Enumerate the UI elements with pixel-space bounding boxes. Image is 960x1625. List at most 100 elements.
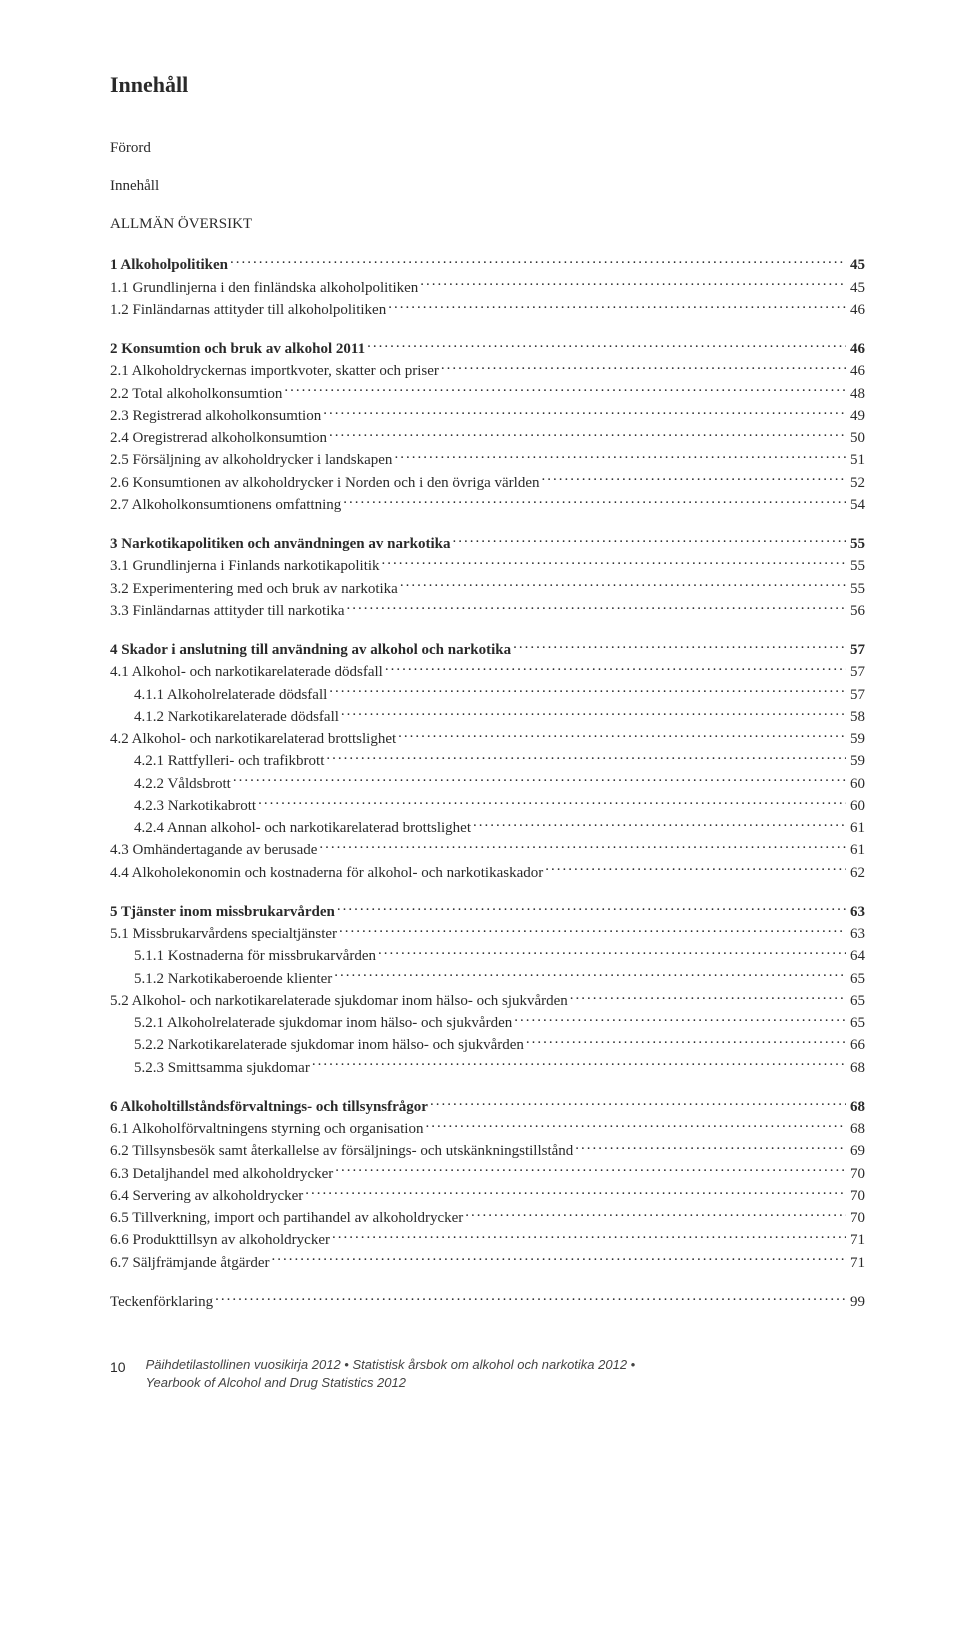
toc-row: 4.2.2 Våldsbrott60: [110, 773, 865, 794]
toc-row: 4.2.4 Annan alkohol- och narkotikarelate…: [110, 817, 865, 838]
toc-row: 4.1.1 Alkoholrelaterade dödsfall 57: [110, 684, 865, 705]
toc-page: 65: [846, 991, 865, 1011]
toc-label: 4.4 Alkoholekonomin och kostnaderna för …: [110, 863, 545, 883]
toc-page: 60: [846, 774, 865, 794]
footer-text: Päihdetilastollinen vuosikirja 2012 • St…: [146, 1356, 636, 1391]
toc-label: 2 Konsumtion och bruk av alkohol 2011: [110, 339, 367, 359]
toc-page: 55: [846, 534, 865, 554]
toc-label: 2.3 Registrerad alkoholkonsumtion: [110, 406, 323, 426]
toc-leader-dots: [312, 1057, 846, 1072]
toc-row: 3 Narkotikapolitiken och användningen av…: [110, 533, 865, 554]
footer-line-1: Päihdetilastollinen vuosikirja 2012 • St…: [146, 1357, 636, 1372]
toc-row: 2 Konsumtion och bruk av alkohol 2011 46: [110, 338, 865, 359]
front-forord: Förord: [110, 138, 865, 158]
toc-label: 4.2.4 Annan alkohol- och narkotikarelate…: [110, 818, 473, 838]
toc-label: 4.1.1 Alkoholrelaterade dödsfall: [110, 685, 329, 705]
toc-page: 65: [846, 969, 865, 989]
toc-leader-dots: [513, 639, 846, 654]
toc-page: 62: [846, 863, 865, 883]
toc-row: 2.7 Alkoholkonsumtionens omfattning54: [110, 494, 865, 515]
toc-page: 48: [846, 384, 865, 404]
toc-label: 5.2.3 Smittsamma sjukdomar: [110, 1058, 312, 1078]
toc-leader-dots: [258, 795, 846, 810]
toc-page: 68: [846, 1119, 865, 1139]
toc-page: 46: [846, 300, 865, 320]
page-number: 10: [110, 1356, 126, 1377]
toc-leader-dots: [341, 706, 846, 721]
toc-label: 3.1 Grundlinjerna i Finlands narkotikapo…: [110, 556, 382, 576]
toc-leader-dots: [570, 990, 846, 1005]
toc-row: 2.6 Konsumtionen av alkoholdrycker i Nor…: [110, 472, 865, 493]
toc-label: 1 Alkoholpolitiken: [110, 255, 230, 275]
toc-leader-dots: [323, 405, 846, 420]
toc-page: 46: [846, 361, 865, 381]
toc-row: 6.7 Säljfrämjande åtgärder71: [110, 1252, 865, 1273]
toc-row: 6.6 Produkttillsyn av alkoholdrycker71: [110, 1229, 865, 1250]
toc-page: 71: [846, 1230, 865, 1250]
toc-page: 51: [846, 450, 865, 470]
toc-leader-dots: [326, 750, 846, 765]
toc-label: 5.2.2 Narkotikarelaterade sjukdomar inom…: [110, 1035, 526, 1055]
toc-leader-dots: [319, 839, 846, 854]
toc-label: 2.2 Total alkoholkonsumtion: [110, 384, 284, 404]
footer-line-2: Yearbook of Alcohol and Drug Statistics …: [146, 1375, 406, 1390]
toc-leader-dots: [233, 773, 846, 788]
toc-row: 6.1 Alkoholförvaltningens styrning och o…: [110, 1118, 865, 1139]
toc-page: 71: [846, 1253, 865, 1273]
toc-label: 4.3 Omhändertagande av berusade: [110, 840, 319, 860]
toc-page: 57: [846, 662, 865, 682]
toc-label: 6.2 Tillsynsbesök samt återkallelse av f…: [110, 1141, 575, 1161]
toc-row: 6.2 Tillsynsbesök samt återkallelse av f…: [110, 1140, 865, 1161]
toc-page: 50: [846, 428, 865, 448]
toc-page: 99: [846, 1292, 865, 1312]
toc-page: 70: [846, 1208, 865, 1228]
toc-row: 2.4 Oregistrerad alkoholkonsumtion50: [110, 427, 865, 448]
toc-label: 1.1 Grundlinjerna i den finländska alkoh…: [110, 278, 420, 298]
toc-row: 4.1.2 Narkotikarelaterade dödsfall58: [110, 706, 865, 727]
toc-page: 59: [846, 729, 865, 749]
toc-page: 66: [846, 1035, 865, 1055]
toc-row: 5 Tjänster inom missbrukarvården63: [110, 901, 865, 922]
toc-row: 3.3 Finländarnas attityder till narkotik…: [110, 600, 865, 621]
toc-leader-dots: [441, 360, 846, 375]
toc-row: 2.1 Alkoholdryckernas importkvoter, skat…: [110, 360, 865, 381]
toc-label: 4 Skador i anslutning till användning av…: [110, 640, 513, 660]
toc-row: 5.1.2 Narkotikaberoende klienter 65: [110, 968, 865, 989]
toc-page: 57: [846, 685, 865, 705]
toc-leader-dots: [284, 383, 846, 398]
front-innehall: Innehåll: [110, 176, 865, 196]
toc-leader-dots: [465, 1207, 846, 1222]
toc-label: 5.2 Alkohol- och narkotikarelaterade sju…: [110, 991, 570, 1011]
toc-page: 45: [846, 255, 865, 275]
toc-label: 2.6 Konsumtionen av alkoholdrycker i Nor…: [110, 473, 541, 493]
toc-row: 5.1 Missbrukarvårdens specialtjänster63: [110, 923, 865, 944]
toc-leader-dots: [329, 427, 846, 442]
toc-page: 52: [846, 473, 865, 493]
toc-label: 4.1 Alkohol- och narkotikarelaterade död…: [110, 662, 385, 682]
toc-page: 64: [846, 946, 865, 966]
toc-label: 6.3 Detaljhandel med alkoholdrycker: [110, 1164, 335, 1184]
toc-label: 3.3 Finländarnas attityder till narkotik…: [110, 601, 347, 621]
toc-label: 6 Alkoholtillståndsförvaltnings- och til…: [110, 1097, 430, 1117]
toc-row: 1 Alkoholpolitiken 45: [110, 254, 865, 275]
toc-leader-dots: [343, 494, 846, 509]
toc-leader-dots: [382, 555, 846, 570]
toc-row: 4.4 Alkoholekonomin och kostnaderna för …: [110, 862, 865, 883]
toc-page: 58: [846, 707, 865, 727]
toc-label: 6.4 Servering av alkoholdrycker: [110, 1186, 305, 1206]
toc-label: 2.7 Alkoholkonsumtionens omfattning: [110, 495, 343, 515]
toc-page: 55: [846, 556, 865, 576]
toc-page: 46: [846, 339, 865, 359]
toc-leader-dots: [367, 338, 846, 353]
toc-row: 6.4 Servering av alkoholdrycker70: [110, 1185, 865, 1206]
toc-section: 6 Alkoholtillståndsförvaltnings- och til…: [110, 1096, 865, 1273]
toc-label: 5.1.2 Narkotikaberoende klienter: [110, 969, 334, 989]
page-footer: 10 Päihdetilastollinen vuosikirja 2012 •…: [110, 1356, 865, 1391]
toc-row: 2.5 Försäljning av alkoholdrycker i land…: [110, 449, 865, 470]
toc-row: 5.2 Alkohol- och narkotikarelaterade sju…: [110, 990, 865, 1011]
toc-leader-dots: [230, 254, 846, 269]
toc-section: 4 Skador i anslutning till användning av…: [110, 639, 865, 883]
toc-page: 69: [846, 1141, 865, 1161]
toc-leader-dots: [272, 1252, 846, 1267]
toc-row: 4.2.1 Rattfylleri- och trafikbrott59: [110, 750, 865, 771]
